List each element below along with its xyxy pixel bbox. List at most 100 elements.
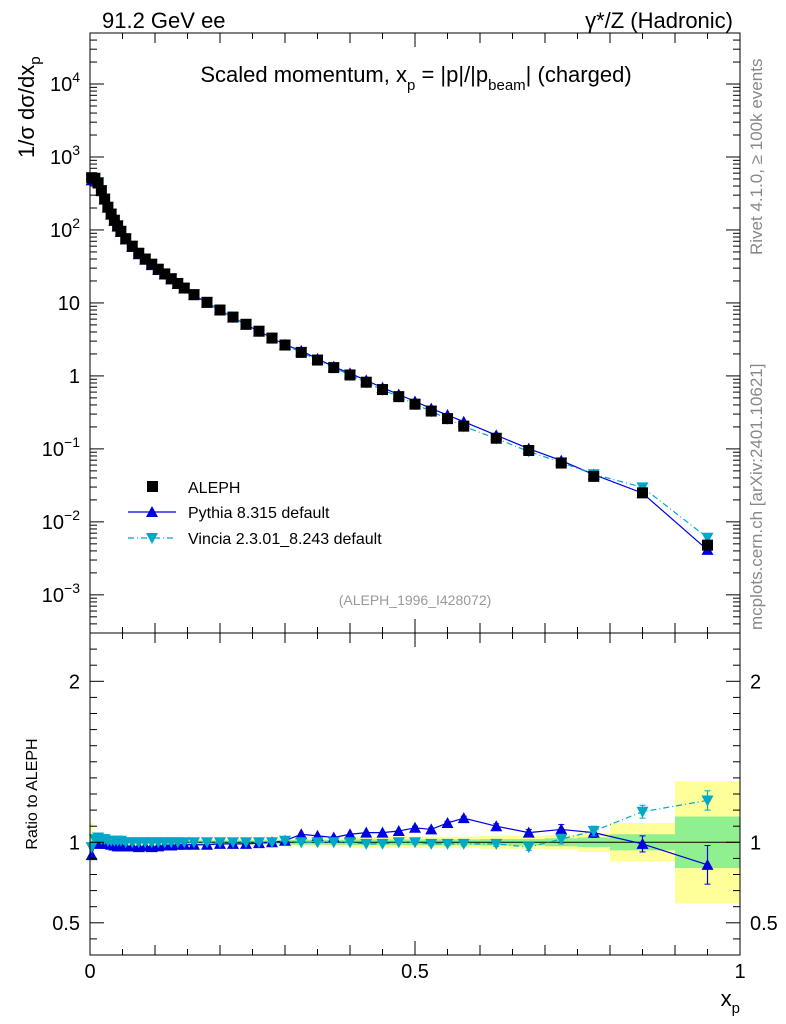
- aleph-data-marker: [425, 405, 437, 417]
- aleph-data-marker: [253, 325, 265, 337]
- pythia-ratio-marker: [425, 823, 438, 835]
- pythia-ratio-marker: [85, 849, 98, 861]
- rivet-version-label: Rivet 4.1.0, ≥ 100k events: [747, 59, 766, 255]
- aleph-data-marker: [133, 247, 145, 259]
- y-tick-label: 1: [69, 366, 80, 388]
- pythia-ratio-marker: [344, 828, 356, 840]
- aleph-data-marker: [555, 457, 567, 469]
- pythia-ratio-marker: [441, 816, 454, 828]
- vincia-ratio-marker: [425, 838, 438, 850]
- y-tick-label: 104: [50, 69, 80, 96]
- vincia-ratio-marker: [441, 838, 454, 850]
- pythia-ratio-marker: [295, 828, 308, 840]
- y-tick-label: 103: [50, 142, 80, 169]
- y-tick-label: 102: [50, 215, 80, 242]
- aleph-data-marker: [295, 346, 307, 358]
- y-tick-label: 10−2: [42, 507, 80, 534]
- vincia-ratio-marker: [344, 837, 356, 849]
- legend-entry-aleph: ALEPH: [147, 480, 240, 497]
- vincia-ratio-marker: [457, 838, 470, 850]
- aleph-data-marker: [637, 487, 648, 499]
- vincia-ratio-marker: [376, 838, 389, 850]
- x-tick-label: 0.5: [401, 961, 429, 983]
- mcplots-reference-label: mcplots.cern.ch [arXiv:2401.10621]: [747, 364, 766, 630]
- energy-label: 91.2 GeV ee: [102, 8, 226, 33]
- aleph-data-marker: [108, 214, 120, 226]
- aleph-data-marker: [172, 277, 184, 289]
- legend: ALEPH Pythia 8.315 default Vincia 2.3.01…: [128, 480, 382, 548]
- pythia-ratio-marker: [409, 821, 421, 833]
- process-label: γ*/Z (Hadronic): [585, 8, 733, 33]
- legend-marker-aleph: [147, 481, 158, 492]
- vincia-ratio-marker: [701, 795, 714, 807]
- aleph-data-marker: [588, 470, 600, 482]
- pythia-ratio-marker: [392, 825, 405, 837]
- vincia-main-line: [91, 177, 708, 539]
- pythia-main-line: [91, 177, 708, 551]
- ratio-plot-frame: [89, 632, 741, 956]
- vincia-ratio-marker: [178, 837, 191, 849]
- aleph-data-marker: [99, 193, 111, 205]
- aleph-data-marker: [188, 289, 200, 301]
- vincia-ratio-marker: [327, 837, 340, 849]
- vincia-ratio-marker: [360, 838, 373, 850]
- ratio-y-tick-label-right: 0.5: [750, 913, 778, 935]
- aleph-data-marker: [702, 539, 713, 551]
- vincia-ratio-marker: [253, 837, 265, 849]
- vincia-ratio-marker: [555, 834, 568, 846]
- plot-title: Scaled momentum, xp = |p|/|pbeam| (charg…: [200, 62, 631, 94]
- vincia-ratio-marker: [201, 837, 213, 849]
- aleph-data-marker: [279, 339, 291, 351]
- analysis-id-label: (ALEPH_1996_I428072): [339, 592, 492, 608]
- vincia-ratio-marker: [85, 842, 98, 854]
- x-axis-label: xp: [721, 986, 740, 1017]
- aleph-data-marker: [105, 208, 117, 220]
- ratio-y-tick-label-left: 2: [69, 671, 80, 693]
- aleph-data-marker: [458, 420, 470, 432]
- pythia-ratio-marker: [555, 823, 568, 835]
- aleph-data-marker: [115, 225, 127, 237]
- aleph-data-marker: [227, 311, 239, 323]
- y-tick-label: 10−3: [42, 580, 80, 607]
- vincia-ratio-marker: [490, 838, 503, 850]
- pythia-ratio-marker: [360, 826, 373, 838]
- pythia-ratio-marker: [457, 812, 470, 824]
- ratio-y-tick-label-left: 0.5: [52, 913, 80, 935]
- vincia-ratio-marker: [636, 806, 649, 818]
- vincia-ratio-marker: [311, 837, 324, 849]
- aleph-data-marker: [328, 362, 340, 374]
- pythia-ratio-marker: [522, 826, 535, 838]
- aleph-data-marker: [490, 432, 502, 444]
- aleph-data-marker: [152, 263, 164, 275]
- aleph-data-marker: [120, 233, 132, 245]
- pythia-ratio-marker: [490, 820, 503, 832]
- aleph-data-marker: [201, 296, 213, 308]
- vincia-main-marker: [701, 532, 714, 544]
- aleph-data-marker: [360, 376, 372, 388]
- aleph-data-marker: [126, 240, 138, 252]
- ratio-y-axis-label: Ratio to ALEPH: [24, 738, 41, 849]
- aleph-data-marker: [102, 201, 114, 213]
- aleph-data-marker: [139, 253, 151, 265]
- y-tick-label: 10: [58, 293, 80, 315]
- vincia-ratio-marker: [227, 837, 239, 849]
- vincia-ratio-marker: [587, 826, 600, 838]
- x-tick-label: 1: [734, 961, 745, 983]
- aleph-data-marker: [344, 369, 356, 381]
- ratio-y-tick-label-right: 1: [750, 832, 761, 854]
- vincia-ratio-marker: [522, 842, 535, 854]
- vincia-ratio-marker: [392, 837, 405, 849]
- aleph-data-marker: [312, 354, 323, 366]
- aleph-data-marker: [266, 332, 278, 344]
- vincia-ratio-marker: [266, 837, 278, 849]
- aleph-data-marker: [393, 391, 405, 403]
- aleph-data-marker: [95, 185, 107, 197]
- aleph-data-marker: [442, 413, 453, 425]
- main-y-axis-label: 1/σ dσ/dxp: [14, 56, 44, 158]
- vincia-ratio-marker: [188, 837, 200, 849]
- y-tick-label: 10−1: [42, 434, 80, 461]
- x-tick-label: 0: [84, 961, 95, 983]
- pythia-ratio-marker: [701, 858, 714, 870]
- aleph-data-marker: [377, 384, 388, 396]
